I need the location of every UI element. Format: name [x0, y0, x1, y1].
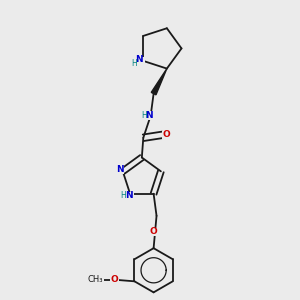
Text: O: O: [150, 227, 158, 236]
Polygon shape: [151, 69, 167, 95]
Bar: [110, 276, 119, 284]
Text: N: N: [116, 165, 124, 174]
Bar: [120, 191, 134, 199]
Text: N: N: [146, 111, 153, 120]
Text: O: O: [111, 275, 118, 284]
Text: H: H: [131, 59, 137, 68]
Bar: [140, 111, 153, 120]
Text: O: O: [163, 130, 171, 139]
Text: H: H: [121, 191, 127, 200]
Bar: [134, 57, 145, 65]
Text: H: H: [141, 111, 147, 120]
Bar: [116, 166, 124, 173]
Text: N: N: [125, 191, 132, 200]
Text: CH₃: CH₃: [88, 275, 103, 284]
Text: N: N: [136, 56, 143, 64]
Bar: [162, 131, 171, 139]
Bar: [149, 228, 158, 236]
Bar: [88, 276, 104, 284]
